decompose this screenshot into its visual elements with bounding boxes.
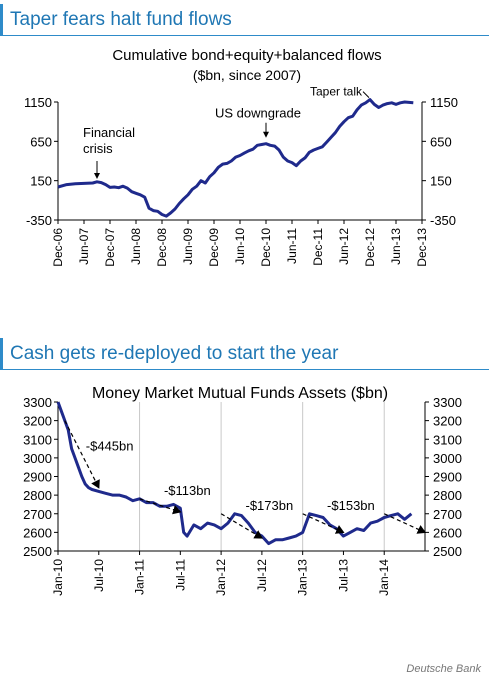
chart1-xtick-label: Jun-08 (129, 228, 143, 265)
chart1-annotation-arrowhead (263, 131, 269, 138)
chart2-ytick-label-right: 2600 (433, 525, 462, 540)
chart2-xtick-label: Jan-11 (133, 559, 147, 595)
chart2-projection-arrow (64, 420, 100, 489)
chart2-projection-label: -$445bn (86, 439, 134, 454)
chart1-ytick-label-left: -350 (26, 213, 52, 228)
chart1-series-line (57, 98, 414, 218)
chart1-ytick-label-left: 1150 (24, 95, 52, 110)
chart2-ytick-label-right: 3000 (433, 451, 462, 466)
chart2-ytick-label-right: 2800 (433, 488, 462, 503)
chart2-projection-arrow (302, 513, 345, 534)
chart2-ytick-label-left: 2700 (23, 507, 52, 522)
chart2-xtick-label: Jul-10 (92, 559, 106, 592)
chart1-ytick-label-right: 1150 (430, 95, 458, 110)
chart1-ytick-label-left: 150 (30, 174, 52, 189)
chart2-projection-label: -$173bn (246, 498, 294, 513)
panel2-header-rule (0, 369, 489, 370)
chart1-xtick-label: Dec-11 (311, 228, 325, 266)
chart2-xtick-label: Jul-12 (255, 559, 269, 592)
chart1-xtick-label: Dec-10 (259, 228, 273, 267)
chart1-xtick-label: Jun-10 (233, 228, 247, 265)
panel1-header-title: Taper fears halt fund flows (10, 9, 232, 30)
chart1-annotation-taper-talk: Taper talk (310, 85, 363, 99)
chart2-ytick-label-right: 2900 (433, 470, 462, 485)
chart2-xtick-label: Jan-10 (51, 559, 65, 596)
chart2-ytick-label-right: 2500 (433, 544, 462, 559)
chart1-xtick-label: Dec-13 (415, 228, 429, 267)
chart1-ytick-label-right: -350 (430, 213, 456, 228)
chart-money-market-assets: Money Market Mutual Funds Assets ($bn) 3… (23, 385, 462, 596)
chart1-xtick-label: Dec-06 (51, 228, 65, 267)
chart2-ytick-label-right: 3100 (433, 432, 462, 447)
chart1-xtick-label: Jun-13 (389, 228, 403, 265)
panel1-header-rule (0, 35, 489, 36)
chart2-xtick-label: Jul-13 (336, 559, 350, 592)
chart1-annotation-us-downgrade: US downgrade (215, 106, 301, 121)
chart2-ytick-label-right: 2700 (433, 507, 462, 522)
chart1-ytick-label-right: 150 (430, 174, 452, 189)
chart1-xtick-label: Jun-07 (77, 228, 91, 265)
chart2-xtick-label: Jul-11 (173, 559, 187, 591)
panel1-header: Taper fears halt fund flows (0, 4, 489, 36)
chart1-annotation-arrowhead (94, 173, 100, 180)
chart2-projection-arrow (220, 513, 263, 539)
chart2-ytick-label-left: 3000 (23, 451, 52, 466)
chart1-annotation-line: Financial (83, 125, 135, 140)
source-credit: Deutsche Bank (406, 663, 481, 675)
chart2-ytick-label-left: 2500 (23, 544, 52, 559)
chart2-ytick-label-left: 2600 (23, 525, 52, 540)
chart2-title: Money Market Mutual Funds Assets ($bn) (92, 385, 388, 402)
chart1-annotation-financial-crisis: Financial crisis (83, 125, 135, 156)
chart2-series-line (56, 401, 413, 546)
chart2-ytick-label-right: 3300 (433, 395, 462, 410)
chart2-ytick-label-left: 2900 (23, 470, 52, 485)
chart2-ytick-label-left: 2800 (23, 488, 52, 503)
chart1-ytick-label-right: 650 (430, 134, 452, 149)
chart1-xtick-label: Dec-09 (207, 228, 221, 267)
chart1-subtitle: ($bn, since 2007) (193, 67, 301, 83)
chart1-annotation-arrow (362, 91, 370, 98)
chart2-ytick-label-left: 3200 (23, 414, 52, 429)
chart2-projection-label: -$113bn (164, 483, 211, 498)
chart2-xtick-label: Jan-14 (377, 559, 391, 596)
chart1-xtick-label: Dec-08 (155, 228, 169, 267)
panel1-header-accent (0, 4, 3, 36)
chart2-projection-arrow (139, 498, 182, 515)
chart2-ytick-label-left: 3100 (23, 432, 52, 447)
chart2-projection-arrow (383, 513, 427, 534)
chart1-annotation-line: crisis (83, 141, 113, 156)
chart2-xtick-label: Jan-13 (296, 559, 310, 596)
chart1-xtick-label: Dec-07 (103, 228, 117, 267)
chart-cumulative-flows: Cumulative bond+equity+balanced flows ($… (24, 47, 458, 267)
chart2-projection-label: -$153bn (327, 498, 375, 513)
chart2-ytick-label-left: 3300 (23, 395, 52, 410)
chart1-xtick-label: Jun-11 (285, 228, 299, 264)
chart1-ytick-label-left: 650 (30, 134, 52, 149)
chart1-xtick-label: Dec-12 (363, 228, 377, 267)
chart1-xtick-label: Jun-09 (181, 228, 195, 265)
panel2-header-title: Cash gets re-deployed to start the year (10, 343, 339, 364)
panel2-header-accent (0, 338, 3, 370)
chart2-ytick-label-right: 3200 (433, 414, 462, 429)
chart1-xtick-label: Jun-12 (337, 228, 351, 265)
chart1-title: Cumulative bond+equity+balanced flows (112, 47, 381, 64)
chart2-xtick-label: Jan-12 (214, 559, 228, 596)
panel2-header: Cash gets re-deployed to start the year (0, 338, 489, 370)
